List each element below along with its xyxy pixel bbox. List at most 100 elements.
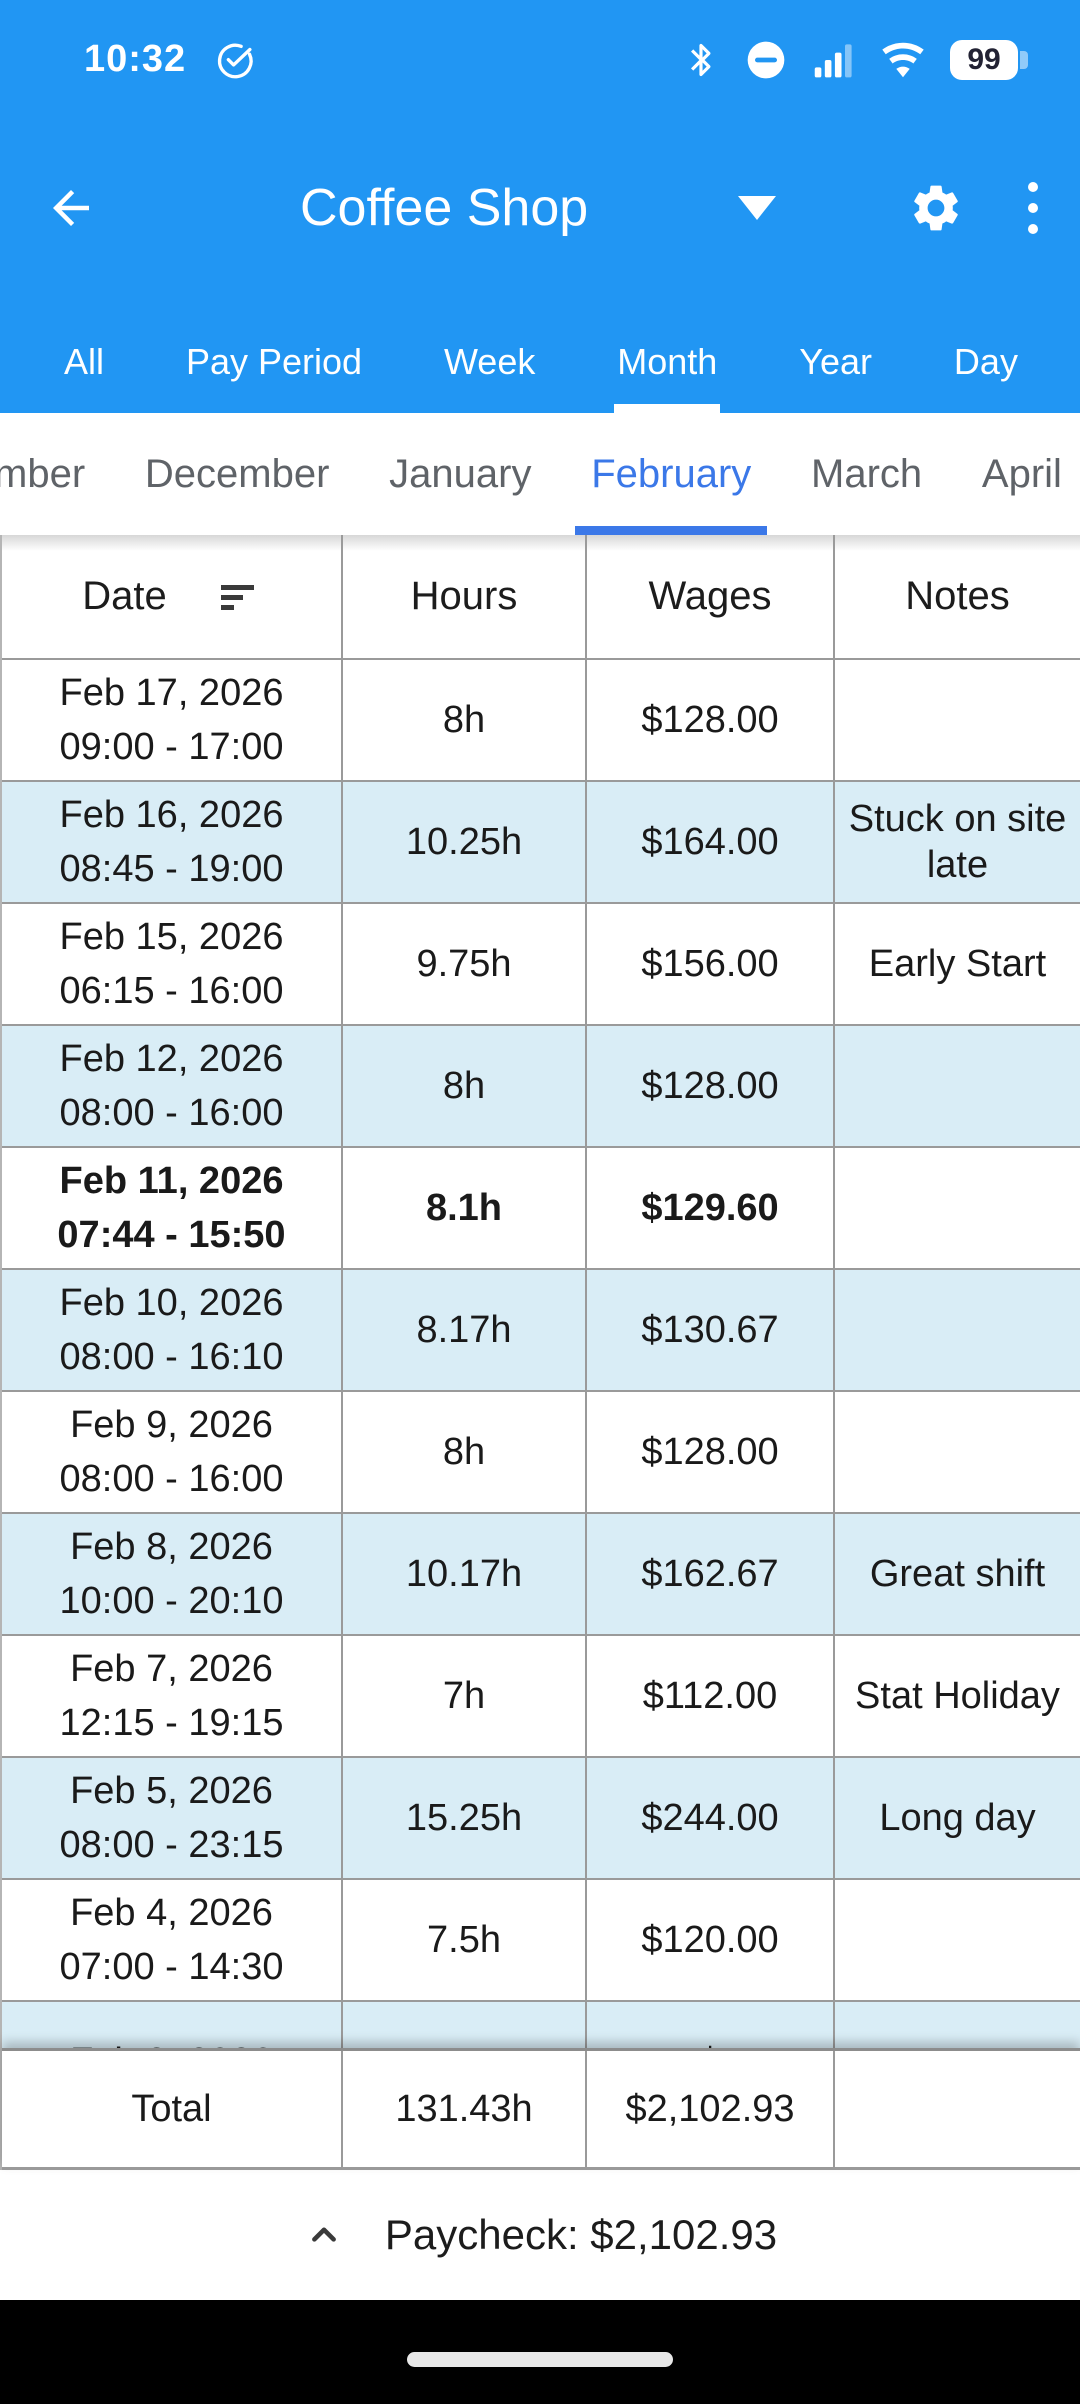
app-bar: Coffee Shop [0,105,1080,310]
tab-year[interactable]: Year [799,340,872,382]
cell-wages: $164.00 [587,782,835,902]
battery-nub [1020,50,1028,69]
table-row[interactable]: Feb 3, 2026 $ [2,2002,1080,2048]
total-row: Total 131.43h $2,102.93 [2,2048,1080,2170]
cell-notes [835,1026,1080,1146]
cell-hours: 8h [343,660,587,780]
column-header-hours: Hours [343,535,587,658]
status-bar: 10:32 99 [0,0,1080,105]
cell-hours: 15.25h [343,1758,587,1878]
cell-notes [835,2002,1080,2048]
table-row[interactable]: Feb 12, 2026 08:00 - 16:00 8h $128.00 [2,1026,1080,1148]
month-tab-december[interactable]: December [144,451,330,496]
sort-icon[interactable] [217,578,261,616]
cell-hours: 8.17h [343,1270,587,1390]
cell-notes [835,1392,1080,1512]
cell-hours: 10.17h [343,1514,587,1634]
table-row[interactable]: Feb 4, 2026 07:00 - 14:30 7.5h $120.00 [2,1880,1080,2002]
cell-hours: 9.75h [343,904,587,1024]
paycheck-amount: Paycheck: $2,102.93 [384,2211,778,2258]
month-tab-bar: mber December January February March April [0,413,1080,535]
cell-date: Feb 7, 2026 12:15 - 19:15 [2,1636,343,1756]
cell-date: Feb 11, 2026 07:44 - 15:50 [2,1148,343,1268]
menu-dot [1028,223,1038,234]
cell-hours: 8h [343,1026,587,1146]
cell-date: Feb 4, 2026 07:00 - 14:30 [2,1880,343,2000]
column-header-wages: Wages [587,535,835,658]
menu-dot [1028,181,1038,192]
cell-date: Feb 5, 2026 08:00 - 23:15 [2,1758,343,1878]
cell-notes [835,1880,1080,2000]
table-row[interactable]: Feb 8, 2026 10:00 - 20:10 10.17h $162.67 … [2,1514,1080,1636]
table-row[interactable]: Feb 17, 2026 09:00 - 17:00 8h $128.00 [2,660,1080,782]
table-row[interactable]: Feb 7, 2026 12:15 - 19:15 7h $112.00 Stat… [2,1636,1080,1758]
home-indicator[interactable] [407,2351,673,2367]
battery-indicator: 99 [950,39,1028,80]
bluetooth-icon [691,43,711,76]
month-tab-march[interactable]: March [811,451,923,496]
cell-hours [343,2002,587,2048]
total-notes [835,2051,1080,2167]
battery-level: 99 [967,42,1001,76]
table-row[interactable]: Feb 10, 2026 08:00 - 16:10 8.17h $130.67 [2,1270,1080,1392]
tab-pay-period[interactable]: Pay Period [185,340,363,382]
cell-wages: $112.00 [587,1636,835,1756]
cell-wages: $ [587,2002,835,2048]
cell-wages: $162.67 [587,1514,835,1634]
status-time: 10:32 [84,38,187,80]
cell-notes [835,1270,1080,1390]
menu-dot [1028,202,1038,213]
cell-date: Feb 12, 2026 08:00 - 16:00 [2,1026,343,1146]
table-row[interactable]: Feb 5, 2026 08:00 - 23:15 15.25h $244.00 … [2,1758,1080,1880]
overflow-menu-button[interactable] [1022,176,1044,240]
table-row[interactable]: Feb 9, 2026 08:00 - 16:00 8h $128.00 [2,1392,1080,1514]
settings-button[interactable] [908,180,964,236]
cell-notes [835,660,1080,780]
status-left: 10:32 [84,38,256,81]
column-header-notes: Notes [905,574,1010,618]
cell-wages: $156.00 [587,904,835,1024]
job-selector[interactable]: Coffee Shop [300,178,777,238]
tab-week[interactable]: Week [443,340,536,382]
cell-wages: $128.00 [587,660,835,780]
back-button[interactable] [44,181,98,235]
month-tab-february[interactable]: February [575,413,768,535]
total-wages: $2,102.93 [587,2051,835,2167]
table-row[interactable]: Feb 11, 2026 07:44 - 15:50 8.1h $129.60 [2,1148,1080,1270]
table-row[interactable]: Feb 15, 2026 06:15 - 16:00 9.75h $156.00 … [2,904,1080,1026]
view-tab-bar: All Pay Period Week Month Year Day [0,310,1080,413]
cell-date: Feb 17, 2026 09:00 - 17:00 [2,660,343,780]
cell-date: Feb 10, 2026 08:00 - 16:10 [2,1270,343,1390]
cell-notes [835,1148,1080,1268]
cell-wages: $120.00 [587,1880,835,2000]
month-tab-mber[interactable]: mber [0,451,86,496]
date-header-label: Date [82,574,167,618]
cell-notes: Long day [879,1797,1036,1839]
cell-notes: Stat Holiday [855,1675,1060,1717]
paycheck-bar[interactable]: Paycheck: $2,102.93 [0,2170,1080,2300]
shift-table: Date Hours Wages Notes Feb 17, 2026 09:00… [0,535,1080,2170]
tab-day[interactable]: Day [953,340,1018,382]
table-row[interactable]: Feb 16, 2026 08:45 - 19:00 10.25h $164.00… [2,782,1080,904]
system-nav-bar [0,2300,1080,2404]
chevron-down-icon[interactable] [738,195,777,220]
cell-notes: Stuck on site late [848,798,1067,886]
back-arrow-icon [53,189,89,226]
tab-all[interactable]: All [64,340,105,382]
tab-month[interactable]: Month [617,310,717,413]
cell-notes: Early Start [868,943,1047,985]
cell-date: Feb 3, 2026 [2,2002,343,2048]
month-tab-january[interactable]: January [389,451,532,496]
check-circle-icon [218,43,253,78]
total-hours: 131.43h [343,2051,587,2167]
cell-hours: 7h [343,1636,587,1756]
total-label: Total [2,2051,343,2167]
month-tab-april[interactable]: April [981,451,1062,496]
cell-date: Feb 8, 2026 10:00 - 20:10 [2,1514,343,1634]
cell-date: Feb 15, 2026 06:15 - 16:00 [2,904,343,1024]
cell-wages: $244.00 [587,1758,835,1878]
chevron-up-icon[interactable] [303,2214,345,2256]
cell-hours: 8h [343,1392,587,1512]
column-header-date[interactable]: Date [2,535,343,658]
